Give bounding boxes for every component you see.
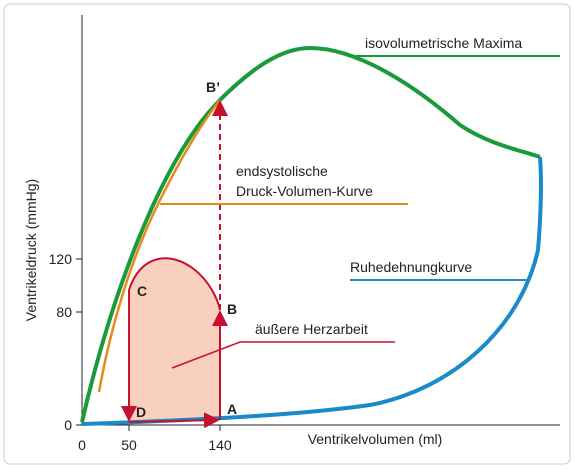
- red-curve: [128, 257, 221, 311]
- x-tick-label: 50: [121, 437, 137, 453]
- y-tick-label: 80: [56, 304, 72, 320]
- x-tick-label: 0: [78, 437, 86, 453]
- orange-label: endsystolische: [236, 163, 328, 179]
- green-label: isovolumetrische Maxima: [365, 35, 522, 51]
- red-leader: [171, 341, 395, 369]
- point-label: B: [227, 301, 237, 317]
- y-tick-label: 120: [49, 251, 73, 267]
- blue-label: Ruhedehnungkurve: [350, 259, 472, 275]
- point-label: B’: [206, 79, 220, 95]
- x-tick-label: 140: [208, 437, 232, 453]
- loop-arrows: [121, 100, 228, 429]
- y-tick-label: 0: [64, 417, 72, 433]
- point-label: A: [227, 401, 237, 417]
- work-area: [129, 258, 220, 422]
- y-axis-label: Ventrikeldruck (mmHg): [23, 179, 39, 321]
- orange-label: Druck-Volumen-Kurve: [236, 183, 373, 199]
- ticks: [76, 258, 221, 431]
- red-label: äußere Herzarbeit: [255, 321, 368, 337]
- point-label: D: [136, 404, 146, 420]
- point-label: C: [137, 283, 147, 299]
- orange-curve: [97, 99, 221, 393]
- x-axis-label: Ventrikelvolumen (ml): [308, 431, 443, 447]
- green-curve: [80, 45, 541, 423]
